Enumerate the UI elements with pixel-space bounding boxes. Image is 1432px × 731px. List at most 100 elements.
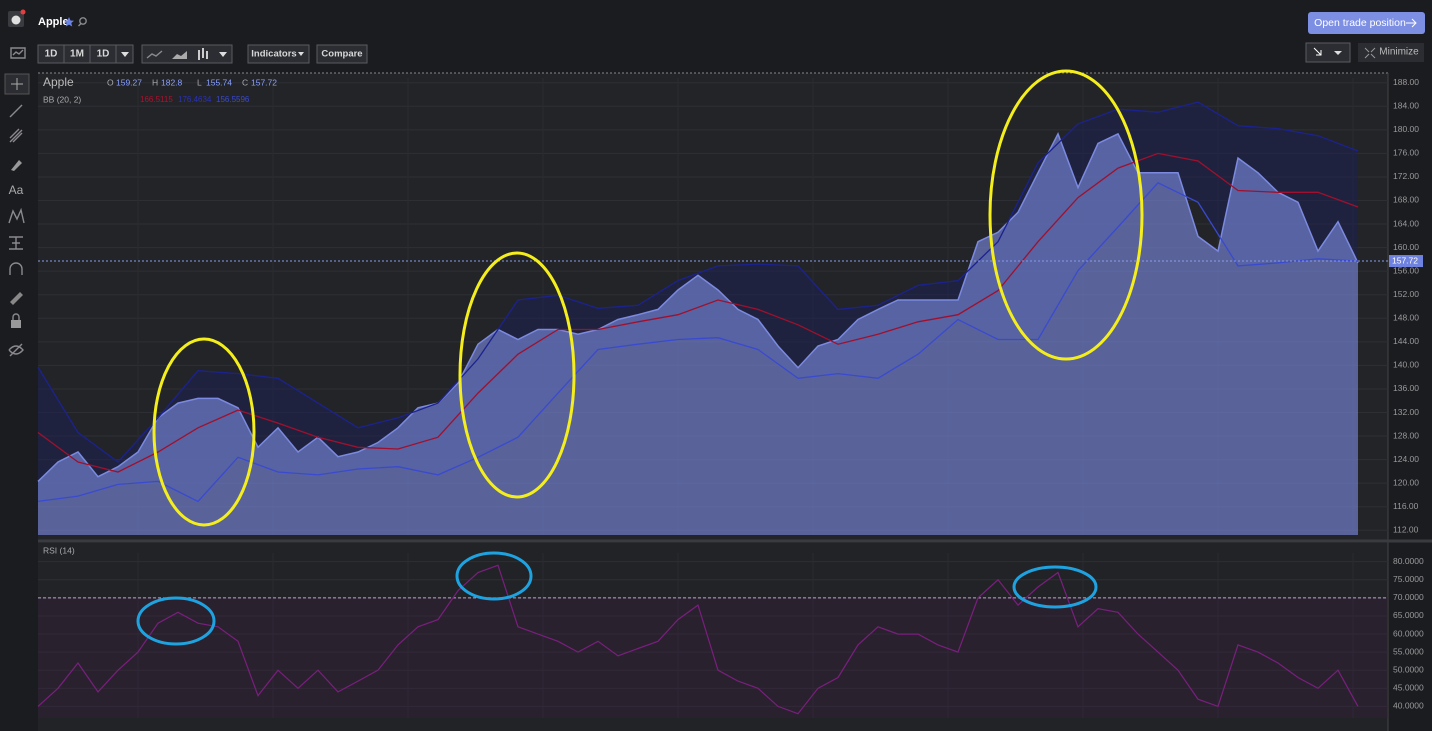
plots: 112.00 116.00 120.00 124.00 128.00 132.00 136.… <box>37 77 1424 718</box>
y-tick-label: 65.0000 <box>1393 610 1424 620</box>
y-tick-label: 128.00 <box>1393 430 1419 440</box>
dropdown-caret[interactable] <box>219 52 227 57</box>
indicator-value: 156.5596 <box>216 95 250 104</box>
y-tick-label: 50.0000 <box>1393 664 1424 674</box>
chart-icon[interactable] <box>10 47 26 59</box>
indicator-label: RSI (14) <box>43 545 75 555</box>
price-area <box>38 133 1358 535</box>
y-tick-label: 80.0000 <box>1393 556 1424 566</box>
y-tick-label: 70.0000 <box>1393 592 1424 602</box>
interval-button[interactable]: 1D <box>97 49 110 60</box>
legends: Apple BB (20, 2) RSI (14) O 159.27 H 182.8 L… <box>43 75 277 555</box>
y-tick-label: 40.0000 <box>1393 701 1424 711</box>
y-tick-label: 116.00 <box>1393 501 1419 511</box>
ohlc-label: O <box>107 77 114 87</box>
bollinger-lower <box>37 182 1359 503</box>
dropdown-caret <box>1334 51 1342 55</box>
highlight-ellipse <box>152 337 256 527</box>
y-tick-label: 160.00 <box>1393 242 1419 252</box>
ohlc-value: 155.74 <box>206 77 232 87</box>
trade-arrow <box>1406 18 1417 28</box>
rsi-highlight <box>136 596 216 646</box>
rsi-line <box>37 564 1359 715</box>
lock-tool[interactable] <box>11 320 21 328</box>
last-price-label: 157.72 <box>1392 255 1418 265</box>
y-tick-label: 172.00 <box>1393 171 1419 181</box>
dropdown-caret[interactable] <box>121 52 129 57</box>
ohlc-label: C <box>242 77 248 87</box>
y-tick-label: 112.00 <box>1393 525 1419 535</box>
drawing-mode-button[interactable] <box>1305 42 1351 63</box>
arrow-icon <box>1313 47 1322 56</box>
highlight-ellipse <box>458 251 576 499</box>
text-tool[interactable]: Aa <box>9 183 24 197</box>
apple-icon <box>11 15 21 25</box>
y-tick-label: 55.0000 <box>1393 646 1424 656</box>
line-type-icon[interactable] <box>146 50 163 59</box>
y-tick-label: 75.0000 <box>1393 574 1424 584</box>
y-tick-label: 184.00 <box>1393 101 1419 111</box>
minimize-icon <box>1364 47 1376 59</box>
y-tick-label: 176.00 <box>1393 148 1419 158</box>
ruler-tool[interactable] <box>10 292 23 305</box>
crosshair-icon <box>11 78 23 90</box>
magnet-tool[interactable] <box>9 262 23 275</box>
interval-group <box>37 44 134 64</box>
minimize-label: Minimize <box>1379 47 1419 58</box>
hide-tool[interactable] <box>8 343 24 357</box>
candle-type-icon[interactable] <box>198 48 208 60</box>
highlight-ellipse <box>988 69 1144 361</box>
lock-shackle <box>12 313 20 320</box>
trendline-tool[interactable] <box>9 104 23 118</box>
y-tick-label: 148.00 <box>1393 313 1419 323</box>
y-tick-label: 124.00 <box>1393 454 1419 464</box>
y-tick-label: 132.00 <box>1393 407 1419 417</box>
indicator-label: BB (20, 2) <box>43 94 81 104</box>
ohlc-label: L <box>197 77 202 87</box>
annotations <box>136 69 1144 646</box>
y-tick-label: 60.0000 <box>1393 628 1424 638</box>
dropdown-caret <box>298 52 304 56</box>
bollinger-middle <box>37 152 1359 473</box>
y-tick-label: 156.00 <box>1393 265 1419 275</box>
symbol-name[interactable]: Apple <box>38 16 69 28</box>
ohlc-label: H <box>152 77 158 87</box>
brush-tool[interactable] <box>11 160 22 171</box>
y-tick-label: 168.00 <box>1393 195 1419 205</box>
y-tick-label: 140.00 <box>1393 360 1419 370</box>
indicators-label: Indicators <box>251 49 296 60</box>
bollinger-upper <box>37 101 1359 463</box>
y-tick-label: 164.00 <box>1393 218 1419 228</box>
ohlc-value: 159.27 <box>116 77 142 87</box>
favorite-star[interactable] <box>64 17 74 27</box>
search-handle <box>78 23 82 27</box>
rsi-panel <box>38 543 1388 731</box>
rsi-highlight <box>1012 565 1098 609</box>
rsi-highlight <box>455 551 533 601</box>
chart-title: Apple <box>43 75 74 89</box>
indicator-value: 176.4634 <box>178 95 212 104</box>
y-tick-label: 188.00 <box>1393 77 1419 87</box>
area-type-icon[interactable] <box>172 51 187 59</box>
search-icon[interactable] <box>79 17 87 25</box>
indicator-value: 166.5115 <box>140 95 173 104</box>
compare-label: Compare <box>321 49 362 60</box>
y-tick-label: 120.00 <box>1393 477 1419 487</box>
last-price-tag <box>1389 255 1423 268</box>
interval-button[interactable]: 1D <box>45 49 58 60</box>
indicators-button[interactable] <box>247 44 310 64</box>
trade-button[interactable] <box>1308 12 1425 34</box>
alert-dot <box>20 9 26 15</box>
fib-tool[interactable] <box>9 128 23 143</box>
ohlc-value: 157.72 <box>251 77 277 87</box>
measure-tool[interactable] <box>9 236 23 250</box>
pattern-tool[interactable] <box>8 207 25 224</box>
interval-button[interactable]: 1M <box>70 49 84 60</box>
y-tick-label: 136.00 <box>1393 383 1419 393</box>
y-tick-label: 152.00 <box>1393 289 1419 299</box>
ohlc-value: 182.8 <box>161 77 183 87</box>
level-zone <box>38 597 1388 718</box>
compare-button[interactable] <box>316 44 368 64</box>
